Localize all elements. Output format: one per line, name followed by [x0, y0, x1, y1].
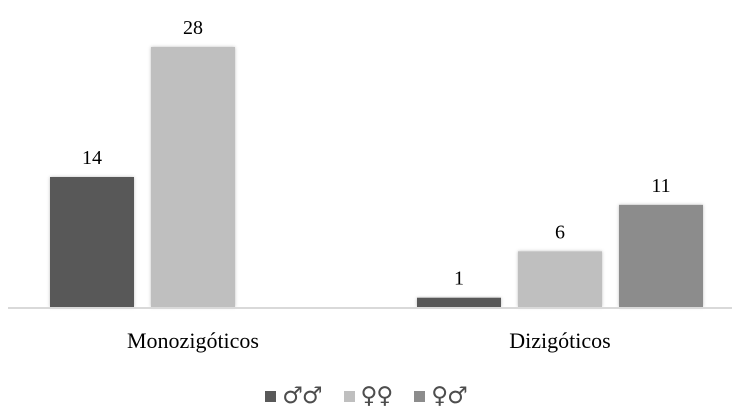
value-label-0-0: 14	[82, 147, 102, 169]
legend-swatch-0	[265, 390, 277, 402]
legend-label-2: ♀♂	[431, 383, 467, 409]
bars-group	[50, 47, 703, 307]
value-labels-group: 14 28 1 6 11	[82, 17, 671, 290]
legend-item-1: ♀♀	[343, 383, 394, 409]
bar-0-1	[151, 47, 235, 307]
legend-label-1: ♀♀	[360, 383, 394, 409]
category-labels-group: Monozigóticos Dizigóticos	[127, 328, 611, 353]
bar-0-0	[50, 177, 134, 307]
legend-label-0: ♂♂	[282, 383, 322, 409]
legend: ♂♂ ♀♀ ♀♂	[0, 384, 732, 408]
legend-swatch-1	[343, 390, 355, 402]
legend-item-0: ♂♂	[265, 383, 323, 409]
legend-swatch-2	[414, 390, 426, 402]
value-label-1-0: 1	[454, 268, 464, 290]
value-label-1-1: 6	[555, 221, 565, 243]
bar-1-0	[417, 297, 501, 307]
category-label-1: Dizigóticos	[509, 328, 610, 353]
bar-1-1	[518, 251, 602, 307]
value-label-0-1: 28	[183, 17, 203, 39]
legend-item-2: ♀♂	[414, 383, 468, 409]
bar-1-2	[619, 204, 703, 307]
category-label-0: Monozigóticos	[127, 328, 259, 353]
value-label-1-2: 11	[651, 175, 670, 197]
